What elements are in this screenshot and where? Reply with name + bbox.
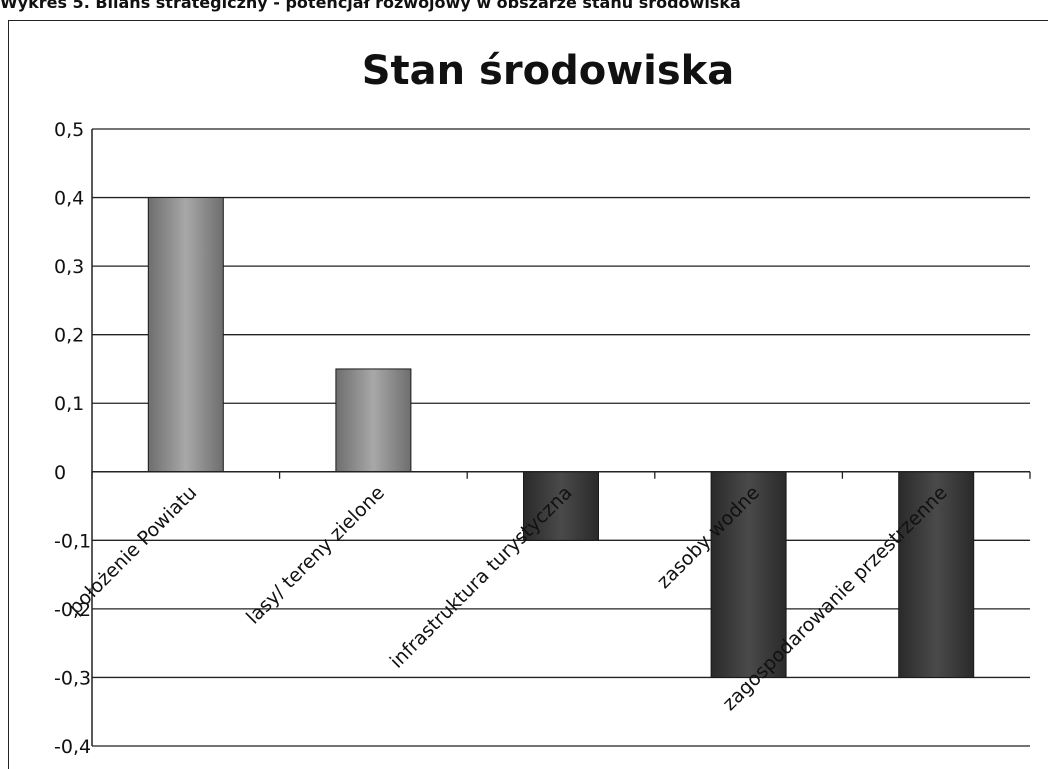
bar <box>523 471 599 541</box>
figure-caption: Wykres 5. Bilans strategiczny - potencja… <box>0 0 741 12</box>
category-label: lasy/ tereny zielone <box>242 482 389 629</box>
bar <box>898 471 975 678</box>
chart-title: Stan środowiska <box>362 48 735 94</box>
y-tick-label: -0,1 <box>54 530 91 552</box>
bar <box>335 368 412 473</box>
y-tick-label: 0,1 <box>54 393 84 415</box>
y-tick-label: 0,4 <box>54 188 84 210</box>
category-label: infrastruktura turystyczna <box>386 482 577 673</box>
y-tick-label: -0,2 <box>54 599 91 621</box>
y-tick-label: -0,3 <box>54 667 91 689</box>
bar <box>147 197 224 473</box>
bar <box>710 471 787 678</box>
y-tick-label: 0,5 <box>54 119 84 141</box>
y-tick-label: -0,4 <box>54 736 91 758</box>
chart-frame <box>8 20 1048 769</box>
y-tick-label: 0,3 <box>54 256 84 278</box>
y-tick-label: 0 <box>54 462 66 484</box>
y-tick-label: 0,2 <box>54 325 84 347</box>
